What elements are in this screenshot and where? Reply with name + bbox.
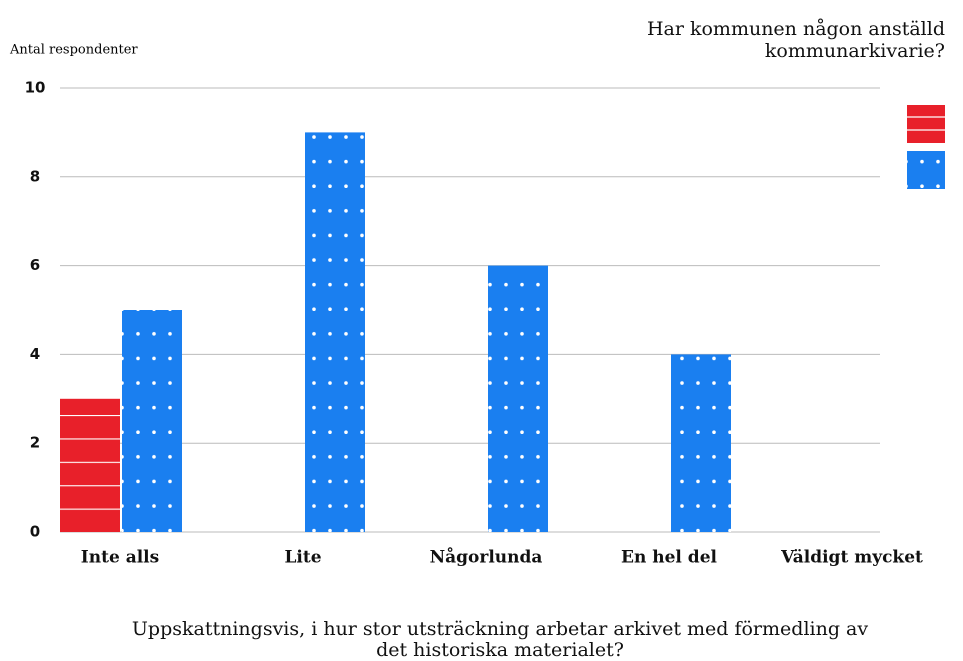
- bar-pattern: [122, 310, 182, 532]
- bar-pattern: [671, 354, 731, 532]
- y-tick-label: 6: [30, 256, 40, 274]
- legend-swatch: [907, 105, 945, 143]
- legend-swatch-pattern: [907, 151, 945, 189]
- bar: [60, 398, 120, 532]
- x-tick-label: Någorlunda: [430, 547, 543, 568]
- y-axis-label: Antal respondenter: [9, 43, 138, 58]
- y-tick-label: 8: [30, 167, 40, 185]
- y-tick-label: 0: [30, 523, 40, 541]
- x-tick-label: En hel del: [621, 548, 717, 568]
- bar-pattern: [60, 398, 120, 532]
- bar-pattern: [488, 265, 548, 532]
- bar: [122, 310, 182, 532]
- x-tick-label: Väldigt mycket: [780, 548, 923, 568]
- legend-title: kommunarkivarie?: [765, 40, 945, 62]
- legend-title: Har kommunen någon anställd: [647, 18, 945, 40]
- y-tick-label: 10: [25, 79, 46, 97]
- bar-pattern: [305, 132, 365, 532]
- bar: [305, 132, 365, 532]
- bar: [488, 265, 548, 532]
- x-axis-label: Uppskattningsvis, i hur stor utsträcknin…: [132, 618, 868, 640]
- x-tick-label: Inte alls: [81, 548, 159, 568]
- y-tick-label: 2: [30, 434, 40, 452]
- bar: [671, 354, 731, 532]
- x-tick-label: Lite: [284, 548, 321, 568]
- y-tick-label: 4: [30, 345, 40, 363]
- x-axis-label: det historiska materialet?: [376, 639, 624, 661]
